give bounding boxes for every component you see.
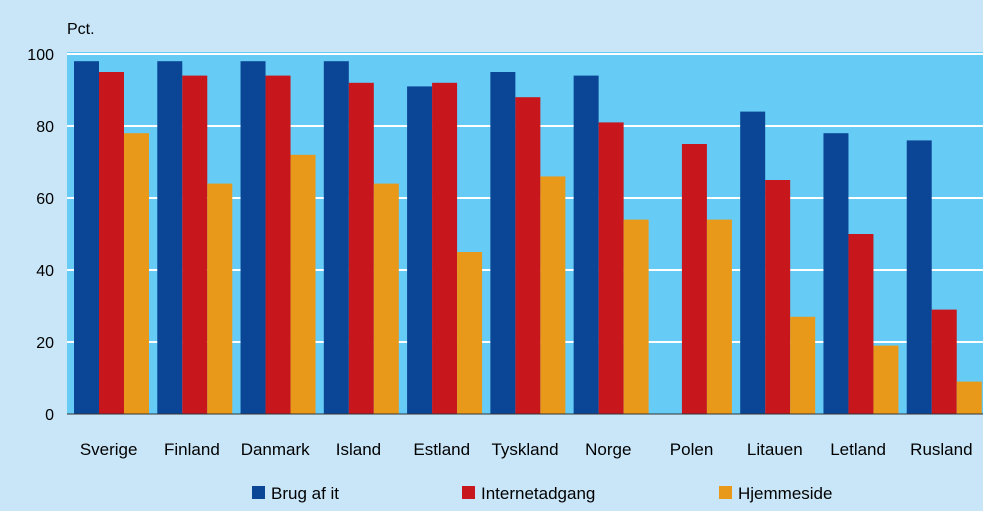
y-axis-label: Pct. xyxy=(67,21,95,38)
bar xyxy=(573,75,599,414)
bar xyxy=(931,309,957,414)
legend-label: Hjemmeside xyxy=(738,484,832,503)
bar xyxy=(598,122,624,415)
bar xyxy=(681,144,707,414)
y-tick-label: 100 xyxy=(27,47,54,64)
bar xyxy=(623,219,649,414)
bar xyxy=(432,82,458,415)
bar xyxy=(790,316,816,414)
bar xyxy=(290,154,316,415)
bar xyxy=(873,345,899,414)
bar xyxy=(848,234,874,414)
bar xyxy=(765,180,791,414)
bar xyxy=(956,381,982,414)
bar xyxy=(740,111,766,414)
x-tick-label: Sverige xyxy=(80,440,138,459)
bar xyxy=(706,219,732,414)
bar xyxy=(457,252,483,414)
bar xyxy=(490,72,516,414)
bar xyxy=(323,61,349,414)
x-tick-label: Litauen xyxy=(747,440,803,459)
legend-label: Brug af it xyxy=(271,484,339,503)
x-tick-label: Finland xyxy=(164,440,220,459)
y-tick-label: 80 xyxy=(36,119,54,136)
y-tick-label: 60 xyxy=(36,191,54,208)
x-axis-labels: Sverige Finland Danmark Island Estland Tyskla… xyxy=(80,440,973,459)
x-tick-label: Estland xyxy=(413,440,470,459)
bar xyxy=(540,176,566,414)
bar xyxy=(207,183,233,414)
bar xyxy=(515,97,541,414)
y-tick-label: 0 xyxy=(45,407,54,424)
x-tick-label: Danmark xyxy=(241,440,310,459)
bar xyxy=(182,75,208,414)
x-tick-label: Tyskland xyxy=(491,440,558,459)
bar xyxy=(348,82,374,415)
legend-label: Internetadgang xyxy=(481,484,595,503)
y-tick-label: 40 xyxy=(36,263,54,280)
bar xyxy=(124,133,149,414)
bar xyxy=(373,183,399,414)
bar xyxy=(240,61,266,414)
bar xyxy=(265,75,291,414)
x-tick-label: Norge xyxy=(585,440,631,459)
x-tick-label: Island xyxy=(336,440,381,459)
x-tick-label: Polen xyxy=(670,440,713,459)
y-axis-ticks: 0 20 40 60 80 100 xyxy=(27,47,54,424)
y-tick-label: 20 xyxy=(36,335,54,352)
x-tick-label: Letland xyxy=(830,440,886,459)
bar xyxy=(99,72,124,414)
x-tick-label: Rusland xyxy=(910,440,972,459)
bar xyxy=(823,133,849,414)
bar xyxy=(157,61,183,414)
legend-swatch xyxy=(462,486,475,499)
legend-swatch xyxy=(252,486,265,499)
bar xyxy=(74,61,99,414)
bars xyxy=(74,61,982,415)
legend-swatch xyxy=(719,486,732,499)
bar xyxy=(906,140,932,414)
legend: Brug af it Internetadgang Hjemmeside xyxy=(252,484,832,503)
bar xyxy=(407,86,433,415)
